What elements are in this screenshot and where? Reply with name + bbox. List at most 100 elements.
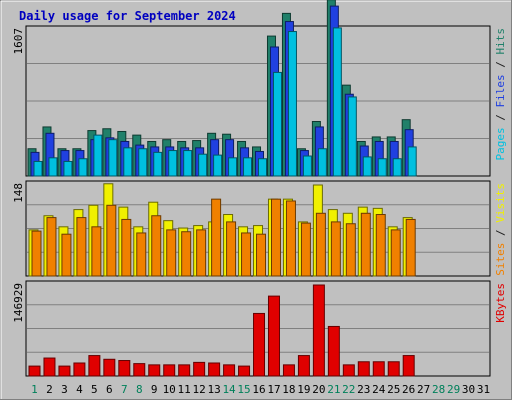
bar-hits-pages-day-9: [153, 151, 163, 177]
x-tick-label-14: 14: [222, 383, 236, 396]
bar-kbytes-kbytes-day-18: [282, 364, 295, 377]
bar-kbytes-kbytes-day-15: [238, 365, 251, 377]
bar-visits-sites-day-15: [241, 232, 252, 277]
bar-kbytes-kbytes-day-5: [88, 355, 101, 377]
x-tick-label-17: 17: [267, 383, 280, 396]
bar-kbytes-kbytes-day-6: [103, 358, 116, 377]
bar-hits-pages-day-17: [272, 71, 282, 177]
x-tick-label-3: 3: [61, 383, 68, 396]
chart-title: Daily usage for September 2024: [19, 9, 236, 23]
legend-entry: Pages: [494, 127, 507, 160]
bar-hits-pages-day-23: [362, 156, 372, 177]
bar-visits-sites-day-19: [300, 222, 311, 277]
bar-kbytes-kbytes-day-26: [402, 355, 415, 377]
x-tick-label-22: 22: [342, 383, 355, 396]
legend-entry: /: [494, 223, 507, 243]
bar-kbytes-kbytes-day-17: [267, 295, 280, 377]
bar-hits-pages-day-4: [78, 158, 88, 177]
bar-hits-pages-day-18: [287, 31, 297, 177]
bar-kbytes-kbytes-day-4: [73, 362, 86, 377]
bar-hits-pages-day-5: [93, 134, 103, 177]
bar-hits-pages-day-19: [302, 155, 312, 177]
x-axis-labels: 1 2 3 4 5 6 7 8 9 10 11 12 13 14 15 16 17 18 19 20 21 22 23 24 2…: [31, 383, 490, 396]
x-tick-label-2: 2: [46, 383, 53, 396]
bar-kbytes-kbytes-day-8: [133, 363, 146, 377]
bar-kbytes-kbytes-day-22: [342, 364, 355, 377]
panel-kbytes-legend: KBytes: [494, 283, 507, 323]
x-tick-label-16: 16: [252, 383, 265, 396]
bar-kbytes-kbytes-day-9: [148, 364, 161, 377]
bar-visits-sites-day-14: [226, 221, 237, 277]
x-tick-label-28: 28: [432, 383, 445, 396]
panel-hits-legend: Pages / Files / Hits: [494, 28, 507, 161]
bar-kbytes-kbytes-day-7: [118, 360, 131, 377]
bar-visits-sites-day-22: [345, 223, 356, 277]
x-tick-label-21: 21: [327, 383, 340, 396]
bar-kbytes-kbytes-day-13: [208, 362, 221, 377]
x-tick-label-30: 30: [462, 383, 475, 396]
bar-hits-pages-day-12: [198, 153, 208, 177]
bar-visits-sites-day-12: [196, 229, 207, 277]
bar-visits-sites-day-3: [61, 233, 72, 277]
bar-visits-sites-day-20: [315, 212, 326, 277]
bar-visits-sites-day-1: [31, 230, 42, 277]
bar-kbytes-kbytes-day-19: [297, 355, 310, 377]
x-tick-label-13: 13: [207, 383, 220, 396]
bar-visits-sites-day-21: [330, 221, 341, 277]
bar-kbytes-kbytes-day-24: [372, 361, 385, 377]
panel-kbytes-max-label: 146929: [12, 283, 25, 323]
bar-kbytes-kbytes-day-11: [178, 364, 191, 377]
legend-entry: Sites: [494, 243, 507, 276]
x-tick-label-31: 31: [477, 383, 490, 396]
x-tick-label-29: 29: [447, 383, 460, 396]
bar-kbytes-kbytes-day-12: [193, 361, 206, 377]
x-tick-label-26: 26: [402, 383, 415, 396]
bar-visits-sites-day-23: [360, 212, 371, 277]
x-tick-label-15: 15: [237, 383, 250, 396]
x-tick-label-8: 8: [136, 383, 143, 396]
bar-hits-pages-day-15: [243, 157, 253, 177]
bar-hits-pages-day-26: [407, 146, 417, 177]
x-tick-label-24: 24: [372, 383, 386, 396]
x-tick-label-20: 20: [312, 383, 325, 396]
bar-visits-sites-day-8: [136, 232, 147, 277]
bar-visits-sites-day-25: [390, 229, 401, 277]
x-tick-label-23: 23: [357, 383, 370, 396]
legend-entry: Hits: [494, 28, 507, 55]
bar-visits-sites-day-18: [285, 200, 296, 277]
bar-hits-pages-day-11: [183, 150, 193, 177]
bar-visits-sites-day-7: [121, 218, 132, 277]
x-tick-label-9: 9: [151, 383, 158, 396]
legend-entry: /: [494, 108, 507, 128]
bar-hits-pages-day-8: [138, 148, 148, 177]
bar-hits-pages-day-7: [123, 147, 133, 177]
legend-entry: KBytes: [494, 283, 507, 323]
bar-hits-pages-day-13: [213, 154, 223, 177]
x-tick-label-27: 27: [417, 383, 430, 396]
bar-visits-sites-day-9: [151, 215, 162, 277]
bar-kbytes-kbytes-day-16: [253, 312, 266, 377]
bar-visits-sites-day-11: [181, 231, 192, 277]
bar-kbytes-kbytes-day-1: [28, 365, 41, 377]
x-tick-label-12: 12: [193, 383, 206, 396]
bar-hits-pages-day-24: [377, 158, 387, 177]
x-tick-label-25: 25: [387, 383, 400, 396]
bar-kbytes-kbytes-day-23: [357, 361, 370, 377]
panel-hits-max-label: 1607: [12, 28, 25, 55]
bar-hits-pages-day-2: [48, 157, 58, 177]
bar-visits-sites-day-17: [270, 198, 281, 277]
legend-entry: Files: [494, 74, 507, 107]
panel-hits: 1607 Pages / Files / Hits: [12, 0, 507, 177]
x-tick-label-19: 19: [297, 383, 310, 396]
x-tick-label-6: 6: [106, 383, 113, 396]
panel-visits-max-label: 148: [12, 183, 25, 203]
x-tick-label-4: 4: [76, 383, 83, 396]
x-tick-label-1: 1: [31, 383, 38, 396]
bar-kbytes-kbytes-day-3: [58, 365, 71, 377]
bar-visits-sites-day-10: [166, 229, 177, 277]
bar-visits-sites-day-13: [211, 198, 222, 277]
bar-visits-sites-day-5: [91, 226, 102, 277]
legend-entry: /: [494, 55, 507, 75]
bar-visits-sites-day-2: [46, 217, 57, 277]
